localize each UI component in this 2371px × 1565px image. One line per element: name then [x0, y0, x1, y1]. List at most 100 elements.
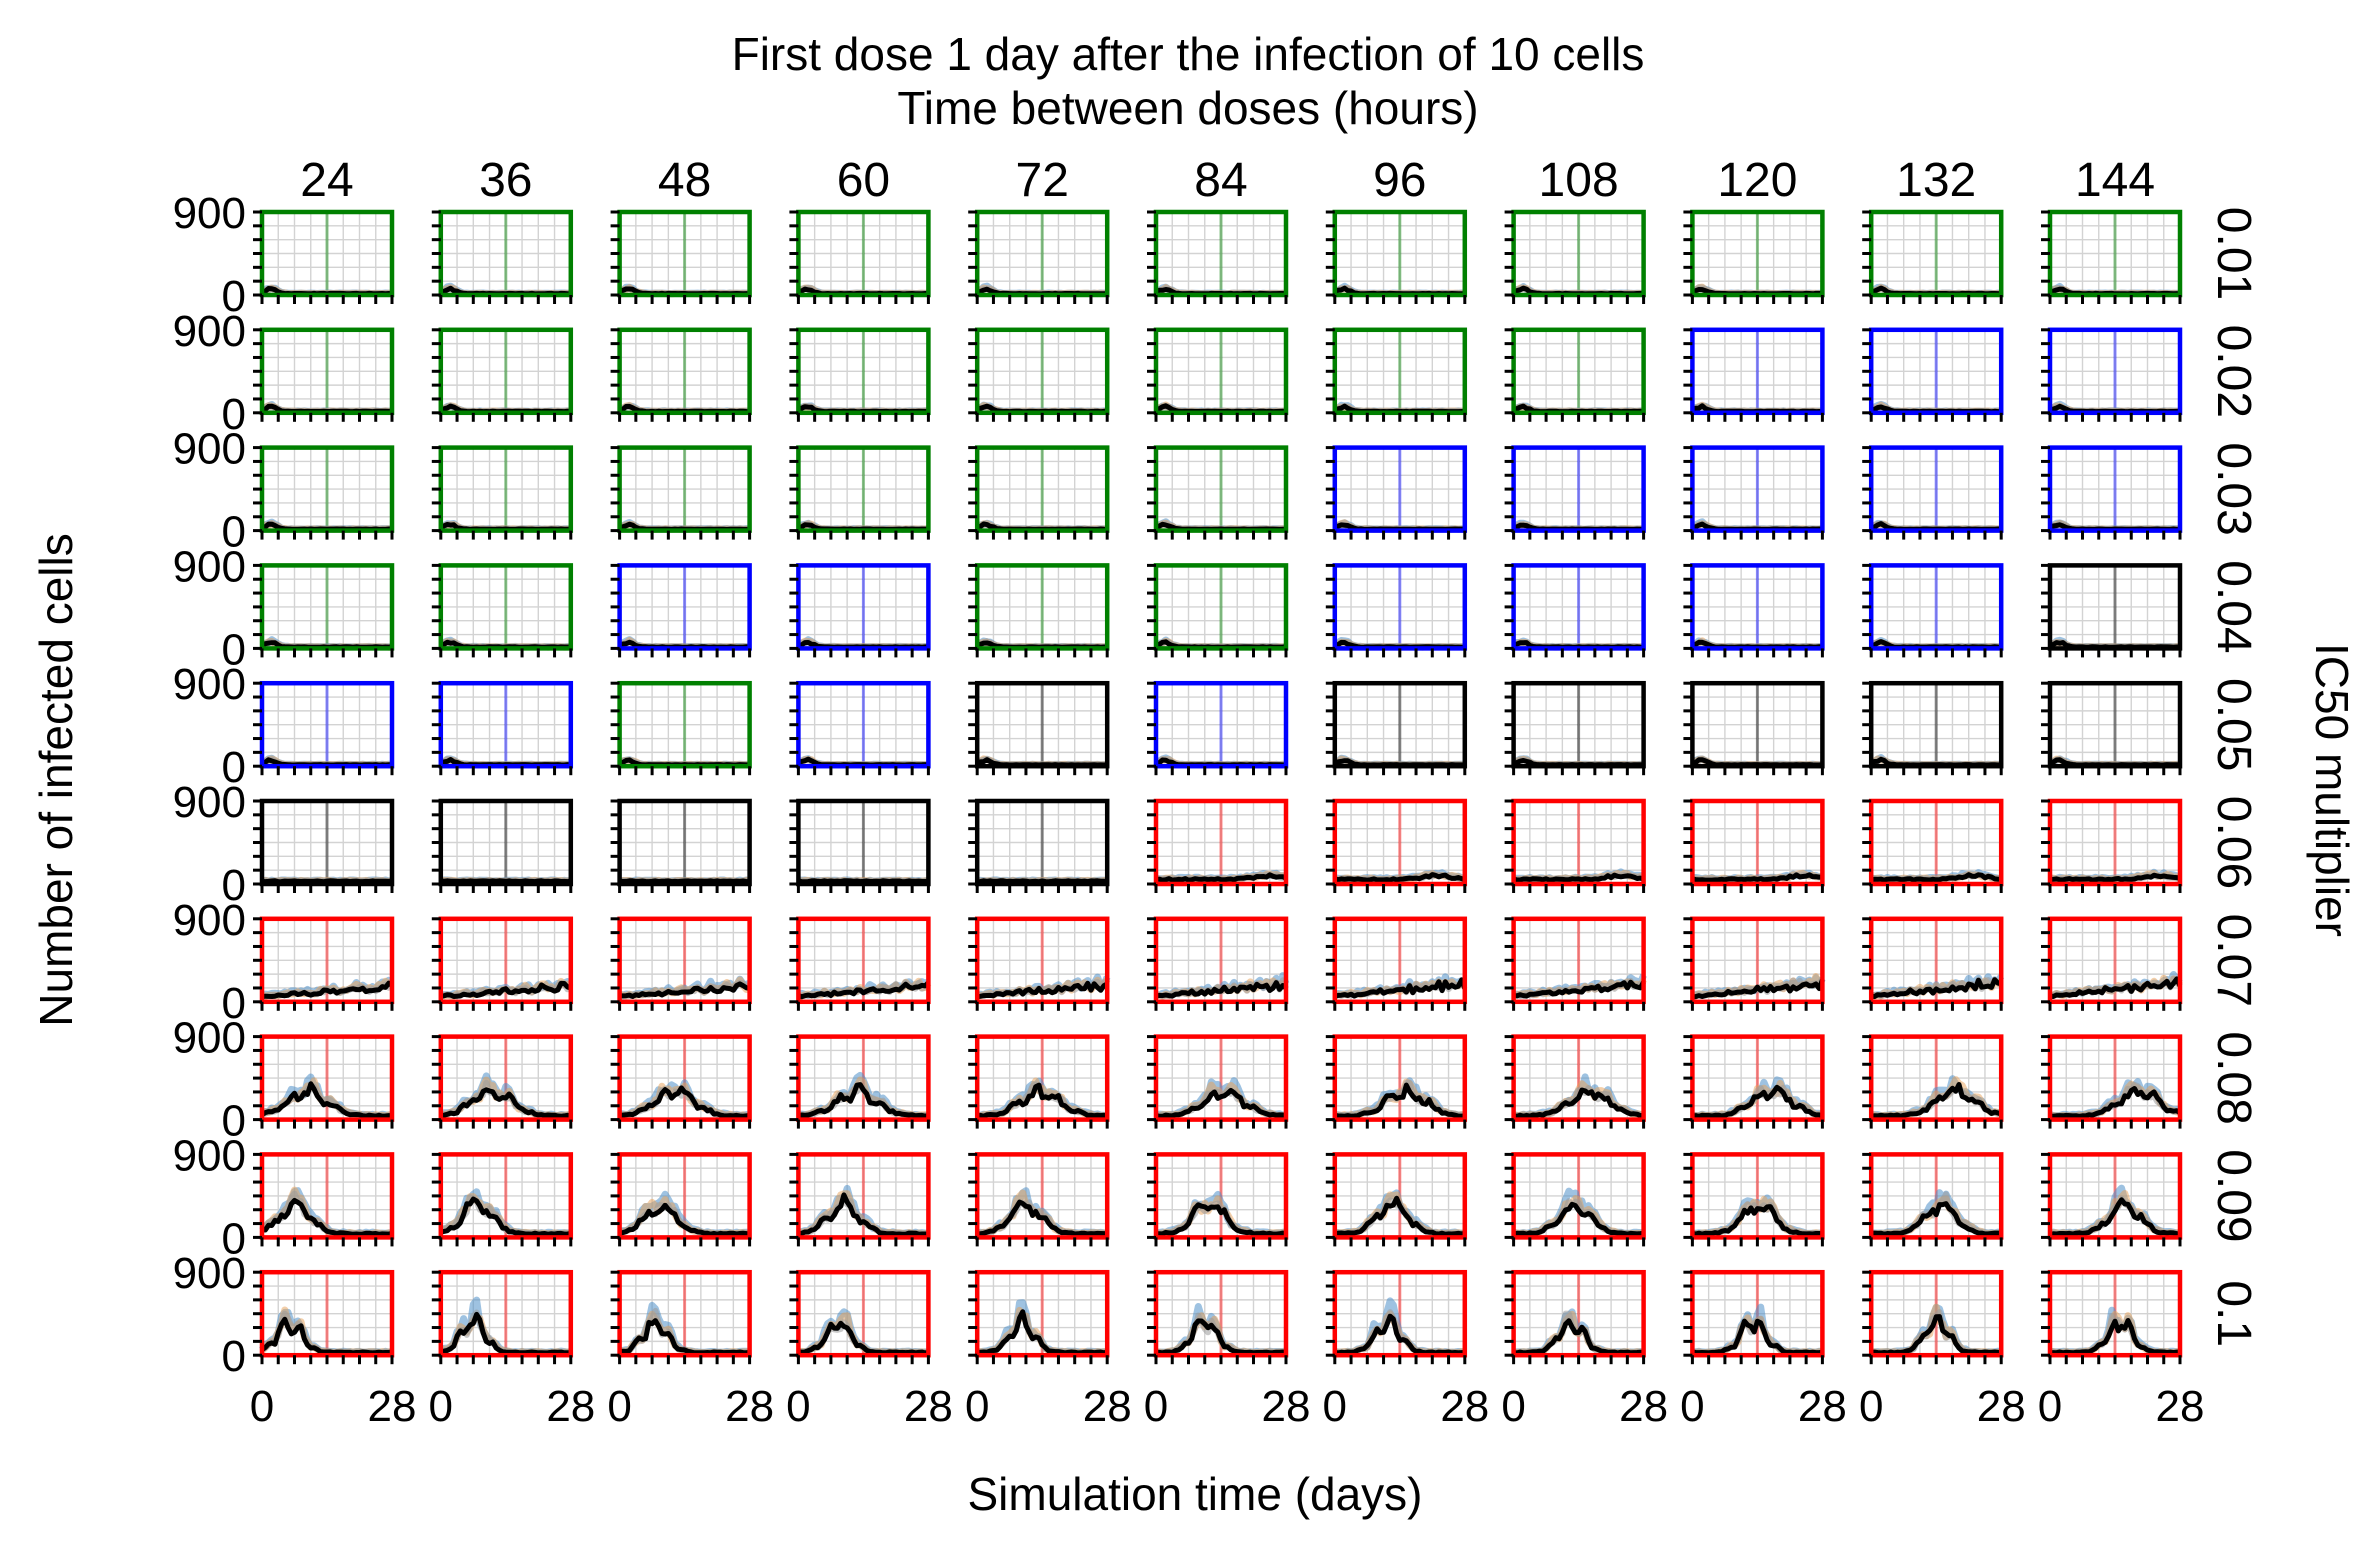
median-series-line: [619, 981, 751, 999]
row-header-label: 0.03: [2207, 442, 2260, 535]
panel: [2041, 327, 2183, 422]
panel: [968, 680, 1110, 776]
median-series-line: [1691, 1204, 1823, 1237]
panel: [968, 1034, 1110, 1129]
panel: [1147, 798, 1289, 893]
median-series-line: [1334, 1313, 1465, 1356]
median-series-line: [1334, 977, 1468, 999]
panel: [968, 445, 1110, 540]
median-series-line: [1155, 980, 1288, 999]
panel: 0 28: [1323, 1269, 1489, 1431]
median-series-line: [261, 1197, 393, 1237]
panel: [1504, 209, 1646, 304]
median-series-line: [260, 1081, 393, 1119]
column-header-label: 132: [1896, 154, 1976, 207]
median-series-line: [619, 1202, 750, 1237]
column-header-label: 108: [1539, 154, 1619, 207]
median-series-line: [440, 1196, 572, 1237]
column-header-label: 48: [658, 154, 711, 207]
panel: [610, 680, 752, 776]
x-tick-label-max: 28: [1262, 1382, 1311, 1431]
median-series-line: [1512, 872, 1645, 883]
median-series-line: [797, 878, 929, 885]
median-series-line: [2049, 1318, 2181, 1356]
median-series-line: [1870, 872, 2002, 883]
median-series-line: [440, 1087, 572, 1119]
x-tick-label-max: 28: [368, 1382, 417, 1431]
panel: [1325, 327, 1468, 422]
y-tick-label-min: 0: [222, 390, 246, 439]
x-tick-label-max: 28: [725, 1382, 774, 1431]
panel: [431, 1034, 574, 1129]
panel: [789, 798, 931, 893]
panel: 0 28: [429, 1269, 595, 1431]
x-tick-label-min: 0: [1859, 1382, 1883, 1431]
panel: [968, 563, 1110, 658]
x-tick-label-max: 28: [546, 1382, 595, 1431]
panel: [610, 209, 752, 304]
median-series-line: [1155, 1318, 1287, 1356]
y-tick-label-max: 900: [173, 425, 246, 474]
row-header-label: 0.04: [2207, 560, 2260, 653]
y-tick-label-min: 0: [222, 625, 246, 674]
median-series-line: [2049, 1197, 2180, 1237]
panel: [1683, 445, 1825, 540]
column-header-label: 60: [837, 154, 890, 207]
panel: [1683, 563, 1825, 658]
median-series-line: [1513, 1087, 1644, 1119]
panel: 900 0: [173, 896, 395, 1028]
panel: [1147, 563, 1289, 658]
median-series-line: [1692, 1318, 1823, 1356]
panel: 900 0: [173, 189, 395, 321]
median-series-line: [1870, 977, 2002, 1000]
panel: [1862, 209, 2004, 304]
panel: [1504, 916, 1647, 1011]
y-tick-label-max: 900: [173, 542, 246, 591]
panel: [1147, 916, 1290, 1011]
row-header-title: IC50 multiplier: [2306, 643, 2358, 937]
x-axis-label: Simulation time (days): [967, 1468, 1422, 1520]
panel: [789, 680, 931, 776]
column-header-label: 24: [300, 154, 353, 207]
column-header-label: 96: [1373, 154, 1426, 207]
panel: [1325, 445, 1468, 540]
y-tick-label-min: 0: [222, 508, 246, 557]
panel: 900 0: [173, 542, 395, 674]
panel: [1504, 680, 1646, 776]
median-series-line: [1155, 1087, 1287, 1119]
panel: [431, 1152, 574, 1247]
median-series-line: [1513, 1201, 1644, 1237]
panel: [610, 798, 752, 893]
x-tick-label-min: 0: [965, 1382, 989, 1431]
panel: [789, 327, 931, 422]
panel: [789, 916, 932, 1011]
panel: [968, 916, 1111, 1011]
panel: [1147, 1152, 1289, 1247]
median-series-line: [1334, 1195, 1466, 1237]
panel: [431, 563, 574, 658]
median-series-line: [261, 878, 393, 885]
median-series-line: [2049, 976, 2183, 999]
x-tick-label-max: 28: [1798, 1382, 1847, 1431]
x-tick-label-min: 0: [607, 1382, 631, 1431]
panel: [1683, 798, 1825, 893]
panel: [2041, 563, 2183, 658]
row-header-label: 0.06: [2207, 796, 2260, 889]
median-series-line: [1155, 1202, 1287, 1237]
panel: [1504, 445, 1646, 540]
panel: 900 0: [173, 778, 395, 910]
panel: [610, 327, 752, 422]
panel: [1862, 327, 2004, 422]
x-tick-label-min: 0: [429, 1382, 453, 1431]
median-series-line: [1334, 1082, 1465, 1119]
x-tick-label-max: 28: [2156, 1382, 2205, 1431]
panel: [2041, 209, 2183, 304]
column-header-label: 72: [1016, 154, 1069, 207]
panel: [1325, 1034, 1468, 1129]
y-tick-label-min: 0: [222, 1214, 246, 1263]
x-tick-label-min: 0: [2038, 1382, 2062, 1431]
panel: [1325, 563, 1468, 658]
panel: [1147, 327, 1289, 422]
panel: 0 28: [1680, 1269, 1847, 1431]
median-series-line: [977, 878, 1108, 885]
